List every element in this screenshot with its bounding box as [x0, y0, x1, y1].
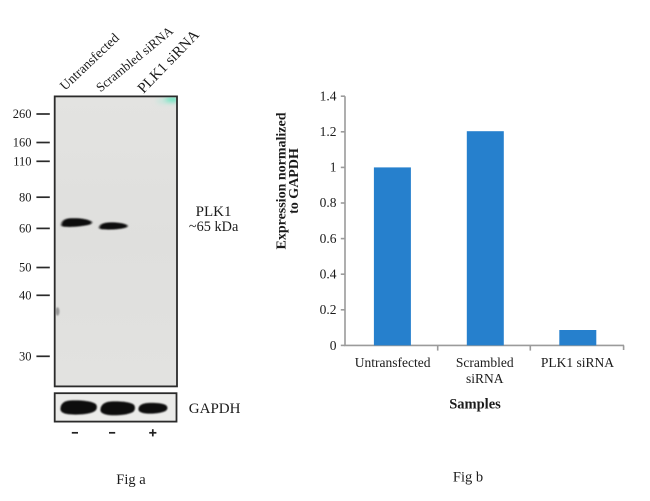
svg-text:Fig a: Fig a [116, 472, 146, 488]
svg-text:0.6: 0.6 [320, 231, 337, 246]
svg-text:260: 260 [13, 107, 32, 121]
svg-text:GAPDH: GAPDH [189, 401, 241, 417]
svg-text:1.4: 1.4 [320, 88, 337, 103]
svg-text:0.2: 0.2 [320, 302, 337, 317]
svg-text:~65 kDa: ~65 kDa [189, 219, 239, 235]
svg-text:160: 160 [13, 136, 32, 150]
svg-text:1.2: 1.2 [320, 124, 337, 139]
svg-text:80: 80 [19, 190, 32, 204]
svg-text:110: 110 [13, 154, 31, 168]
svg-text:40: 40 [19, 288, 32, 302]
svg-text:1: 1 [330, 160, 337, 175]
svg-text:Fig b: Fig b [453, 470, 483, 486]
svg-text:siRNA: siRNA [466, 371, 504, 386]
svg-text:60: 60 [19, 222, 32, 236]
svg-text:0.8: 0.8 [320, 195, 337, 210]
svg-text:0.4: 0.4 [320, 266, 337, 281]
svg-text:Samples: Samples [449, 396, 501, 412]
svg-text:PLK1 siRNA: PLK1 siRNA [541, 355, 614, 370]
svg-text:Expression normalized: Expression normalized [275, 112, 290, 249]
svg-text:PLK1: PLK1 [196, 204, 232, 220]
svg-text:30: 30 [19, 349, 32, 363]
svg-text:50: 50 [19, 261, 32, 275]
svg-text:Scrambled: Scrambled [456, 355, 514, 370]
svg-text:to GAPDH: to GAPDH [287, 148, 302, 214]
svg-text:Untransfected: Untransfected [355, 355, 431, 370]
svg-text:0: 0 [330, 338, 337, 353]
